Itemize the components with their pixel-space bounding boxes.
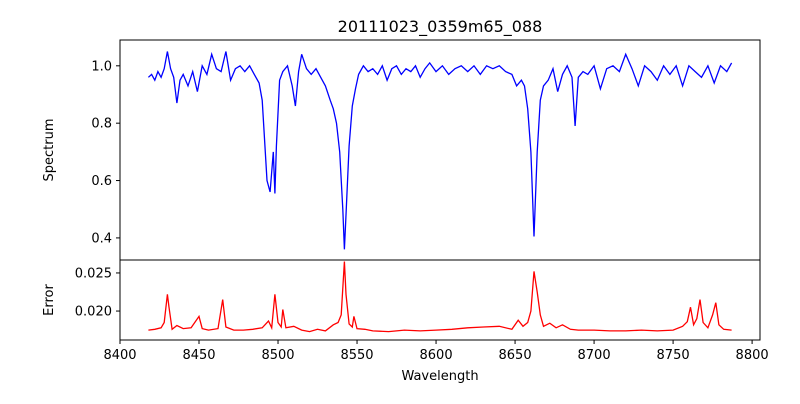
y-axis-label-error: Error <box>42 284 57 316</box>
y-tick-label: 1.0 <box>91 59 112 74</box>
x-tick-label: 8500 <box>261 348 294 363</box>
x-tick-label: 8550 <box>340 348 373 363</box>
x-tick-label: 8800 <box>736 348 769 363</box>
x-tick-label: 8700 <box>578 348 611 363</box>
x-tick-label: 8750 <box>657 348 690 363</box>
x-tick-label: 8650 <box>499 348 532 363</box>
series-line-spectrum <box>148 52 731 250</box>
chart-title: 20111023_0359m65_088 <box>338 17 543 37</box>
axes-frame <box>120 260 760 340</box>
y-tick-label: 0.020 <box>75 305 112 320</box>
y-tick-label: 0.8 <box>91 117 112 132</box>
x-axis-label: Wavelength <box>401 369 478 384</box>
series-line-error <box>148 262 731 332</box>
x-tick-label: 8600 <box>420 348 453 363</box>
x-tick-label: 8400 <box>103 348 136 363</box>
y-axis-label-spectrum: Spectrum <box>42 119 57 182</box>
y-tick-label: 0.4 <box>91 231 112 246</box>
y-tick-label: 0.6 <box>91 174 112 189</box>
error-axes: 0.020 0.025 8400 8450 8500 8550 8600 8650 8700 87… <box>75 260 769 363</box>
axes-frame <box>120 40 760 260</box>
spectrum-axes: 0.4 0.6 0.8 1.0 <box>91 40 760 260</box>
x-tick-label: 8450 <box>182 348 215 363</box>
y-tick-label: 0.025 <box>75 266 112 281</box>
